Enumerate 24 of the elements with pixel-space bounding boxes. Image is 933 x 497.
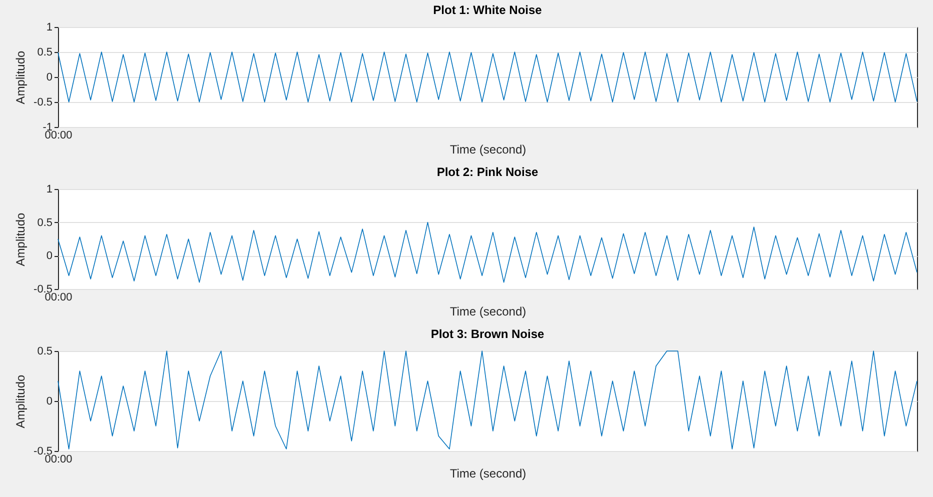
x-tick-label: 00:00 <box>44 130 72 142</box>
x-axis-title: Time (second) <box>450 466 526 480</box>
y-axis-title: Amplitudo <box>14 374 28 428</box>
y-tick-label: 0.5 <box>37 46 52 58</box>
y-tick-label: 0 <box>46 396 52 408</box>
y-axis-title: Amplitudo <box>14 212 28 266</box>
line-series <box>58 350 918 450</box>
x-axis-title: Time (second) <box>450 304 526 318</box>
y-tick-label: 0 <box>46 72 52 84</box>
x-tick-label: 00:00 <box>44 454 72 466</box>
line-series <box>58 222 918 283</box>
y-tick-label: 0.5 <box>37 216 52 229</box>
x-tick-label: 00:00 <box>44 292 72 304</box>
chart-title: Plot 1: White Noise <box>433 3 542 17</box>
y-tick-label: 1 <box>46 184 52 196</box>
chart-title: Plot 2: Pink Noise <box>436 165 538 179</box>
chart-title: Plot 3: Brown Noise <box>430 327 544 341</box>
y-tick-label: -0.5 <box>34 96 52 108</box>
line-series <box>58 52 918 102</box>
y-axis-title: Amplitudo <box>14 50 28 104</box>
x-axis-title: Time (second) <box>450 142 526 156</box>
y-tick-label: 0.5 <box>37 346 52 358</box>
y-tick-label: 0 <box>46 250 52 262</box>
y-tick-label: 1 <box>46 22 52 34</box>
